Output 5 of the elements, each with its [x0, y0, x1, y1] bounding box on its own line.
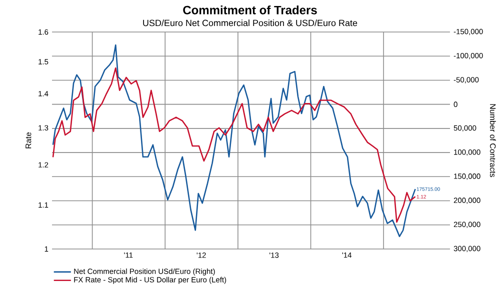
chart-subtitle: USD/Euro Net Commercial Position & USD/Euro Rate	[143, 20, 358, 26]
line-series	[52, 44, 416, 238]
y-axis-title: Rate	[26, 132, 32, 148]
chart-title: Commitment of Traders	[183, 6, 317, 14]
y2-axis-title: Number of Contracts	[490, 104, 496, 178]
